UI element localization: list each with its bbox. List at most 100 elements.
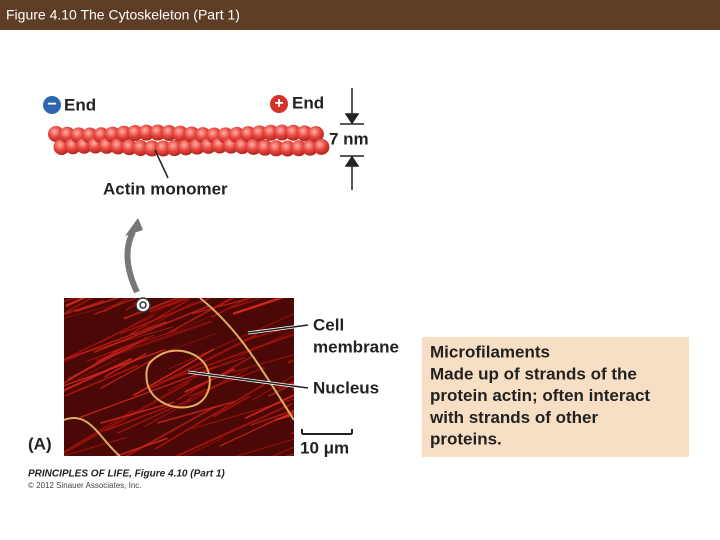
zoom-arrowhead <box>125 218 143 236</box>
fiber <box>83 255 220 290</box>
fiber <box>287 256 357 290</box>
fiber <box>105 404 172 432</box>
fiber <box>176 356 252 401</box>
actin-bead <box>166 140 183 157</box>
fiber <box>64 409 134 453</box>
membrane-leader <box>247 324 309 334</box>
scale-label: 10 μm <box>300 438 349 457</box>
minus-sign: − <box>47 96 56 113</box>
fiber <box>166 333 217 352</box>
minus-icon <box>43 96 61 114</box>
nucleus-leader <box>187 371 309 389</box>
fiber <box>278 266 350 294</box>
membrane-label: Cell <box>313 315 344 334</box>
fiber <box>251 374 294 402</box>
actin-bead <box>285 124 302 141</box>
membrane-outline <box>199 298 294 421</box>
actin-bead <box>155 140 172 157</box>
membrane-outline <box>64 417 121 456</box>
fiber <box>229 298 264 310</box>
plus-end-label: End <box>292 93 324 112</box>
fiber <box>184 437 224 456</box>
fiber <box>157 400 236 424</box>
actin-bead <box>256 139 273 156</box>
actin-bead <box>149 124 166 141</box>
fiber <box>168 313 294 370</box>
info-line: with strands of other <box>429 408 599 427</box>
actin-bead <box>127 125 144 142</box>
fiber <box>64 364 139 397</box>
fiber <box>188 366 266 397</box>
fiber <box>167 298 190 308</box>
actin-bead <box>313 138 330 155</box>
actin-bead <box>307 126 324 143</box>
fiber <box>244 325 294 341</box>
fiber <box>64 298 94 315</box>
fiber <box>64 314 155 361</box>
actin-bead <box>251 125 268 142</box>
fiber <box>133 348 215 397</box>
actin-bead <box>290 140 307 157</box>
header-title: Figure 4.10 The Cytoskeleton (Part 1) <box>6 7 240 23</box>
fiber <box>64 303 118 319</box>
zoom-marker <box>139 301 147 309</box>
zoom-arrow <box>124 230 140 294</box>
micrograph-fibers <box>64 238 357 456</box>
fiber <box>191 398 294 430</box>
fiber <box>84 271 127 297</box>
header-bar <box>0 0 720 30</box>
actin-bead <box>274 124 290 141</box>
fiber <box>183 238 306 293</box>
actin-filament <box>48 124 330 157</box>
info-box <box>422 337 689 457</box>
actin-bead <box>161 124 177 141</box>
fiber <box>77 357 120 380</box>
monomer-label: Actin monomer <box>103 179 228 198</box>
fiber <box>64 381 190 455</box>
fiber <box>114 437 168 456</box>
fiber <box>275 413 294 421</box>
fiber <box>210 298 250 319</box>
fiber <box>64 346 123 385</box>
fiber <box>86 326 174 353</box>
source-credit: PRINCIPLES OF LIFE, Figure 4.10 (Part 1) <box>28 469 225 480</box>
copyright: © 2012 Sinauer Associates, Inc. <box>28 481 142 490</box>
plus-sign: + <box>274 95 283 112</box>
info-line: Made up of strands of the <box>430 364 637 383</box>
info-title: Microfilaments <box>430 342 550 361</box>
fiber <box>104 352 147 378</box>
fiber <box>86 334 155 363</box>
fiber <box>100 401 175 424</box>
fiber <box>212 395 250 418</box>
monomer-leader <box>154 149 169 179</box>
fiber <box>149 298 191 313</box>
actin-bead <box>262 124 279 141</box>
membrane-label: membrane <box>313 337 399 356</box>
fiber <box>268 382 294 397</box>
panel-label: (A) <box>28 434 52 453</box>
actin-bead <box>183 126 200 143</box>
fiber <box>64 299 105 315</box>
plus-icon <box>270 95 288 113</box>
scale-bar <box>301 429 353 435</box>
fiber <box>232 298 285 315</box>
width-marker <box>340 88 364 190</box>
fiber <box>64 357 133 392</box>
fiber <box>235 438 294 456</box>
fiber <box>141 278 193 296</box>
fiber <box>174 402 293 456</box>
nucleus-label: Nucleus <box>313 378 379 397</box>
actin-bead <box>132 139 149 156</box>
fiber <box>74 298 120 313</box>
fiber <box>129 298 190 336</box>
info-line: proteins. <box>430 430 502 449</box>
fiber <box>116 398 191 435</box>
fiber <box>232 353 294 373</box>
fiber <box>64 436 127 456</box>
fiber <box>79 374 197 418</box>
fiber <box>155 383 265 450</box>
fiber <box>65 298 87 307</box>
actin-bead <box>268 140 285 157</box>
fiber <box>124 405 216 456</box>
